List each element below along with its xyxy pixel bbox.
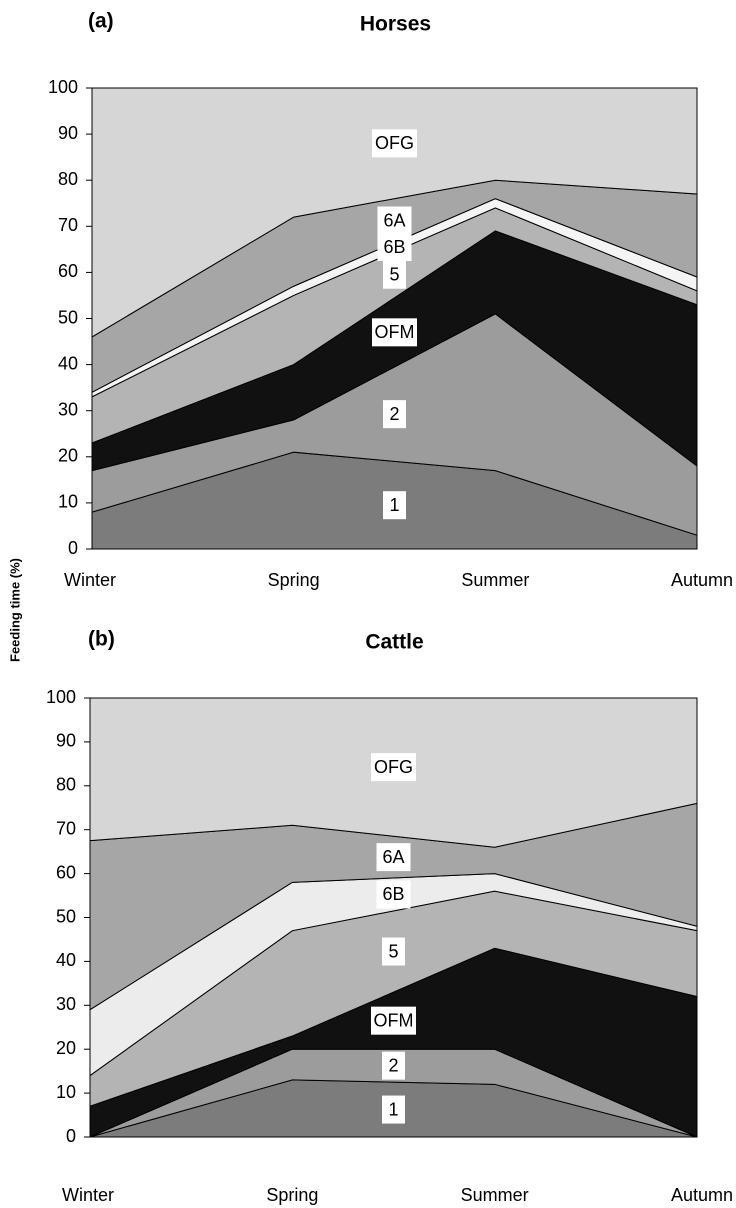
y-tick-label: 10 <box>58 492 78 512</box>
label-box <box>382 1095 405 1124</box>
panel-label: (a) <box>88 10 114 33</box>
chart-title: Horses <box>360 13 431 36</box>
y-tick-label: 80 <box>56 775 76 795</box>
y-axis-label: Feeding time (%) <box>7 558 22 662</box>
area-label: 2 <box>389 404 399 424</box>
y-tick-label: 50 <box>58 307 78 327</box>
y-tick-label: 90 <box>58 123 78 143</box>
label-box <box>376 880 411 909</box>
area-label: 6B <box>383 237 405 257</box>
y-tick-label: 0 <box>68 538 78 558</box>
label-box <box>377 233 412 262</box>
chart-title: Cattle <box>365 631 423 654</box>
x-tick-label: Summer <box>461 570 529 590</box>
label-box <box>371 1006 416 1035</box>
label-box <box>376 843 411 872</box>
area-label: 2 <box>388 1055 398 1075</box>
y-tick-label: 80 <box>58 169 78 189</box>
x-tick-label: Autumn <box>671 1185 733 1205</box>
y-tick-label: 50 <box>56 906 76 926</box>
label-box <box>382 937 405 966</box>
area-label: 5 <box>389 264 399 284</box>
area-label: OFG <box>375 133 414 153</box>
area-label: 6A <box>383 210 405 230</box>
y-tick-label: 20 <box>56 1038 76 1058</box>
y-tick-label: 100 <box>46 687 76 707</box>
label-box <box>377 206 412 235</box>
area-label: 6A <box>382 847 404 867</box>
label-box <box>382 1051 405 1080</box>
y-tick-label: 70 <box>58 215 78 235</box>
label-box <box>383 491 406 520</box>
area-label: OFG <box>374 757 413 777</box>
x-tick-label: Summer <box>461 1185 529 1205</box>
y-tick-label: 40 <box>56 950 76 970</box>
area-label: 5 <box>388 941 398 961</box>
y-tick-label: 100 <box>48 77 78 97</box>
area-label: 1 <box>388 1099 398 1119</box>
y-tick-label: 0 <box>66 1126 76 1146</box>
label-box <box>372 129 417 158</box>
x-tick-label: Winter <box>64 570 116 590</box>
y-tick-label: 60 <box>56 862 76 882</box>
y-tick-label: 20 <box>58 446 78 466</box>
y-tick-label: 30 <box>56 994 76 1014</box>
label-box <box>383 400 406 429</box>
panel-label: (b) <box>88 628 115 651</box>
area <box>91 87 698 338</box>
label-box <box>372 318 417 347</box>
area-label: OFM <box>375 322 415 342</box>
y-tick-label: 70 <box>56 818 76 838</box>
y-tick-label: 90 <box>56 731 76 751</box>
y-tick-label: 40 <box>58 353 78 373</box>
x-tick-label: Autumn <box>671 570 733 590</box>
y-tick-label: 30 <box>58 399 78 419</box>
area-label: 1 <box>389 495 399 515</box>
x-tick-label: Winter <box>62 1185 114 1205</box>
area-label: 6B <box>382 884 404 904</box>
x-tick-label: Spring <box>266 1185 318 1205</box>
label-box <box>371 753 416 782</box>
area-label: OFM <box>374 1010 414 1030</box>
y-tick-label: 10 <box>56 1082 76 1102</box>
label-box <box>383 260 406 289</box>
y-tick-label: 60 <box>58 261 78 281</box>
x-tick-label: Spring <box>268 570 320 590</box>
